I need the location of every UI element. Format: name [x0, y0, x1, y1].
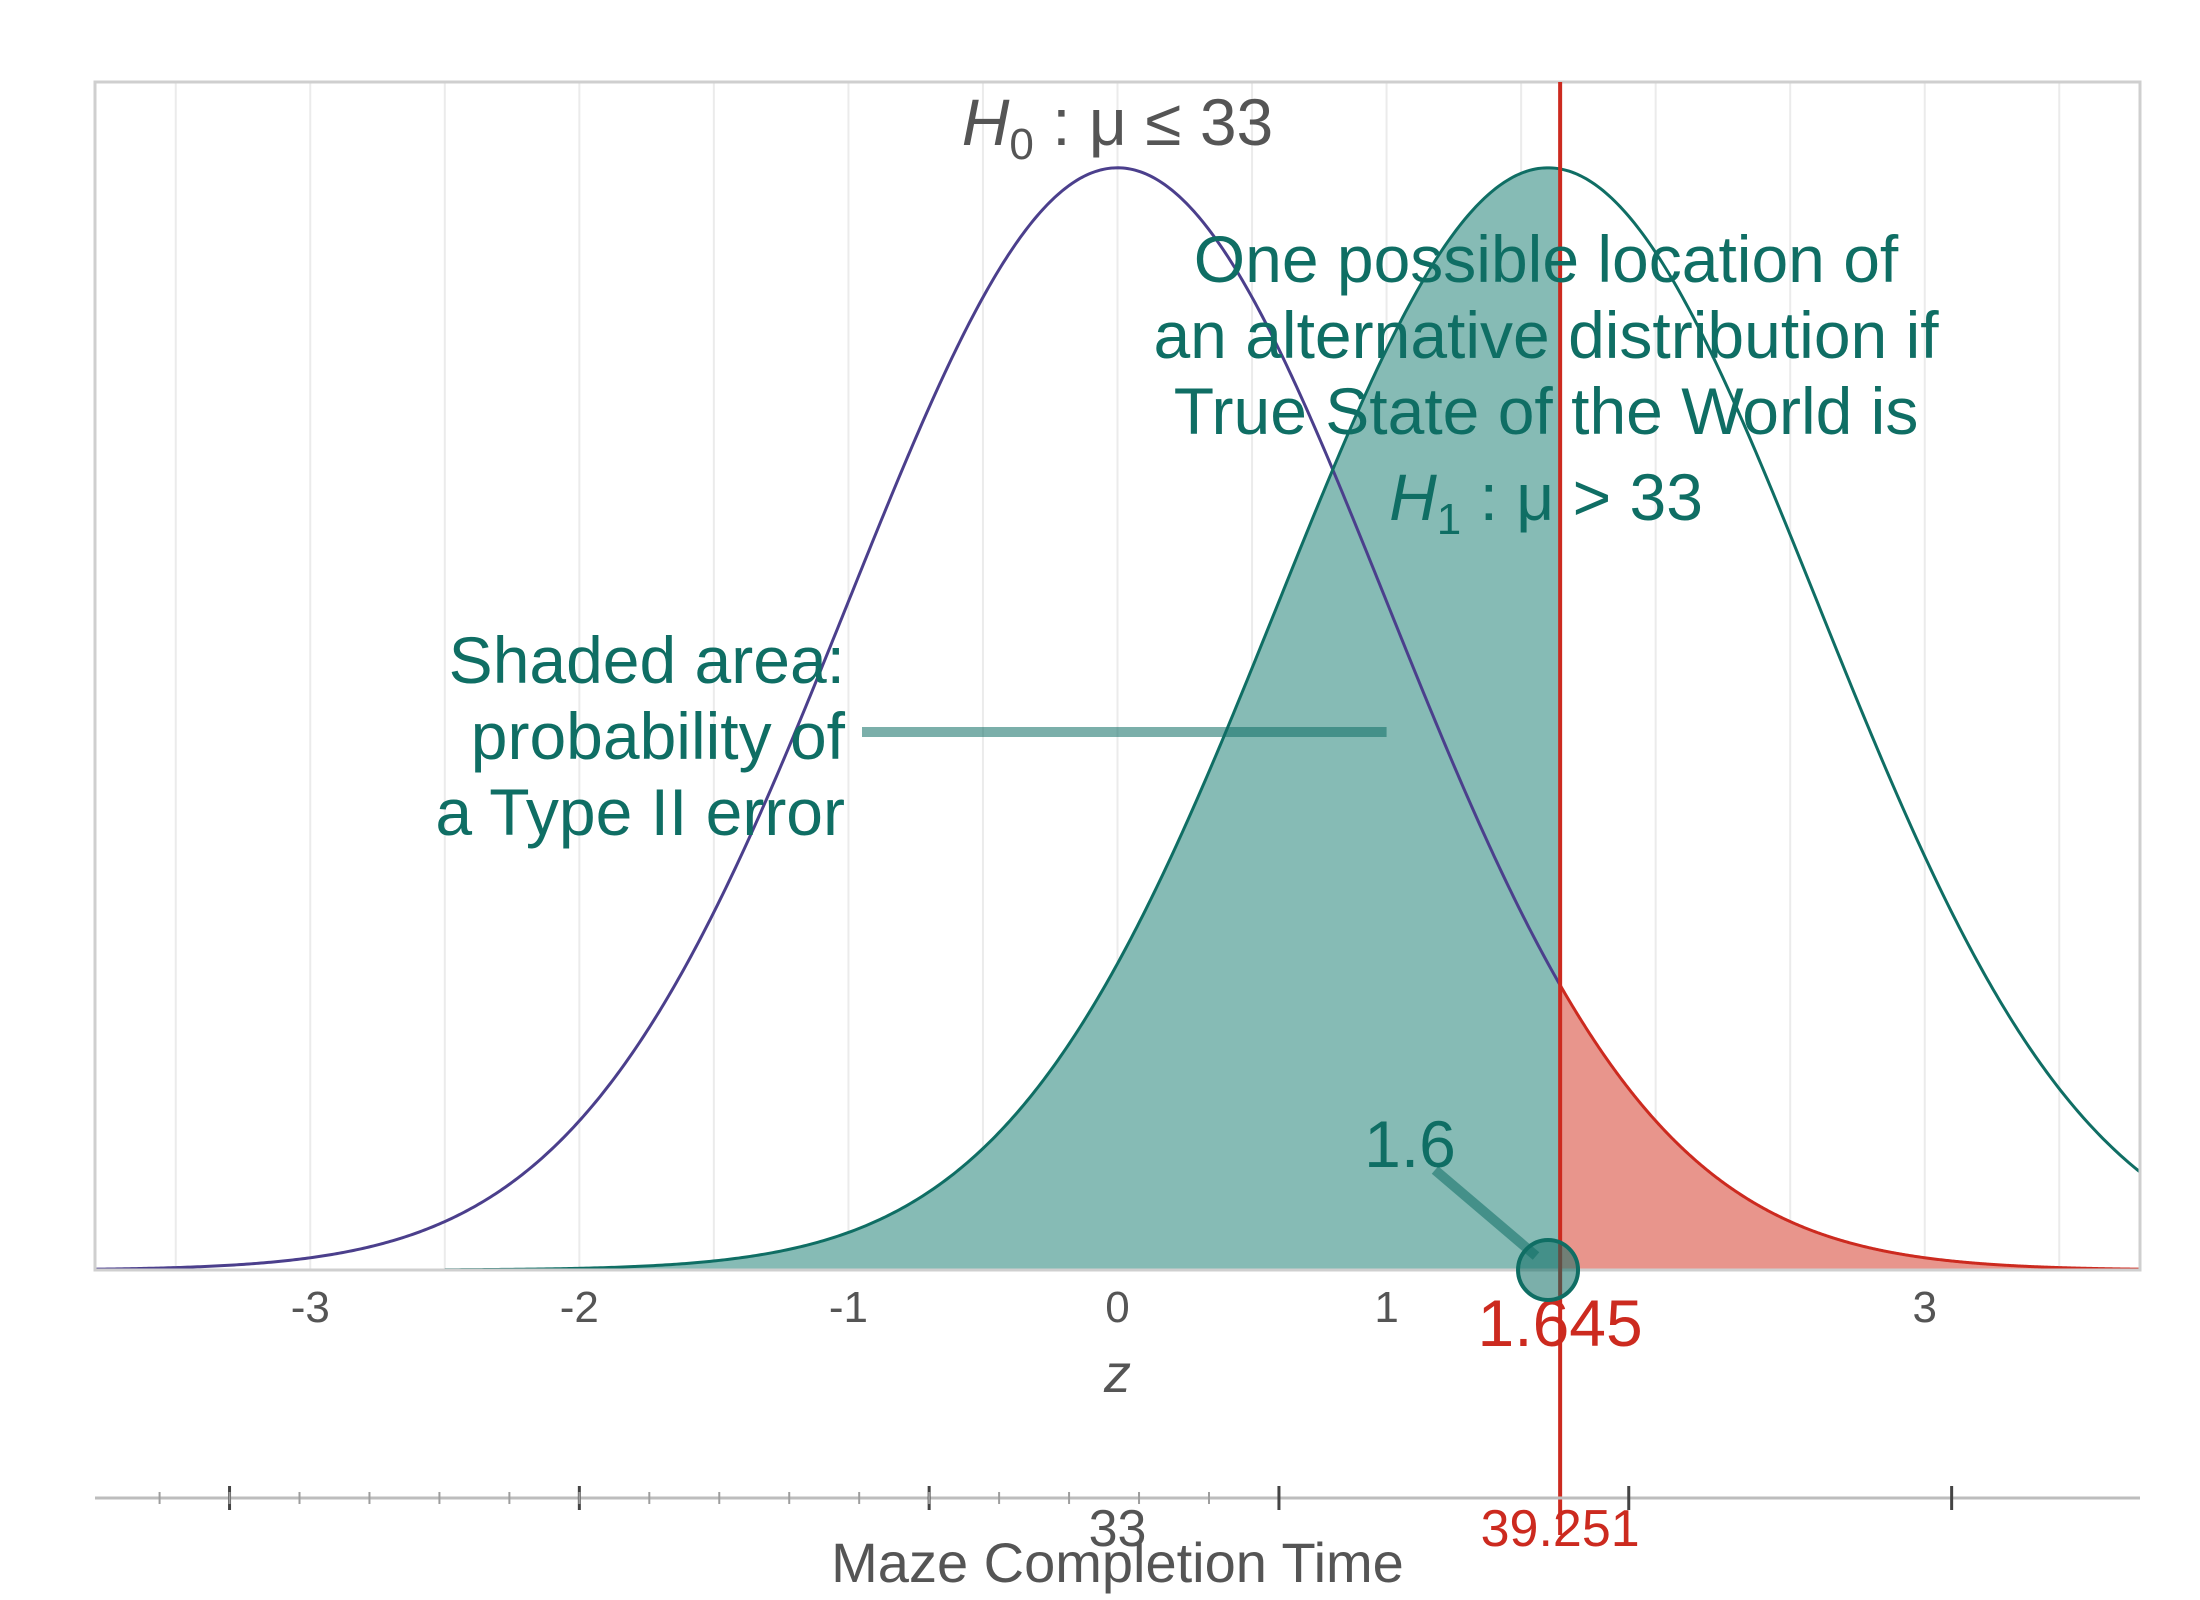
- shaded-annotation-line-1: Shaded area:: [449, 623, 845, 697]
- z-tick-label: -2: [560, 1283, 599, 1332]
- z-tick-label: 0: [1105, 1283, 1129, 1332]
- critical-raw-label: 39.251: [1481, 1500, 1640, 1558]
- alternative-mean-pointer: [1431, 1166, 1540, 1260]
- plot-frame: [93, 80, 2142, 1272]
- alt-annotation-line-2: an alternative distribution if: [1153, 298, 1939, 372]
- null-distribution-curve: [94, 166, 1562, 1271]
- alt-annotation-line-1: One possible location of: [1194, 222, 1899, 296]
- type-ii-error-annotation: Shaded area: probability of a Type II er…: [435, 623, 1387, 849]
- h0-prefix: H: [962, 85, 1010, 159]
- z-axis-label: z: [1103, 1344, 1131, 1404]
- h1-sub: 1: [1437, 495, 1461, 544]
- h0-sub: 0: [1009, 120, 1033, 169]
- type-ii-error-area: [95, 167, 1561, 1270]
- alternative-hypothesis-label: H1 : μ > 33: [1389, 460, 1703, 544]
- alternative-mean-annotation: 1.6: [1364, 1107, 1581, 1302]
- h0-rel: : μ ≤: [1034, 85, 1200, 159]
- null-hypothesis-label: H0 : μ ≤ 33: [962, 85, 1274, 169]
- shaded-areas: [95, 167, 2140, 1270]
- rejection-region-curve: [1558, 984, 2141, 1271]
- shaded-annotation-line-3: a Type II error: [435, 775, 845, 849]
- z-tick-label: 3: [1912, 1283, 1936, 1332]
- z-tick-label: 1: [1374, 1283, 1398, 1332]
- z-tick-label: -1: [829, 1283, 868, 1332]
- maze-time-axis-label: Maze Completion Time: [831, 1531, 1404, 1594]
- alternative-distribution-curve: [444, 166, 2141, 1272]
- maze-time-axis: [95, 1486, 2140, 1510]
- alternative-mean-marker: [1516, 1238, 1581, 1302]
- shaded-annotation-line-2: probability of: [471, 699, 846, 773]
- h1-rel: : μ >: [1461, 460, 1629, 534]
- alternative-hypothesis-annotation: One possible location of an alternative …: [1153, 222, 1939, 544]
- z-tick-label: -3: [291, 1283, 330, 1332]
- null-value-label: 33: [1089, 1500, 1147, 1558]
- rejection-region-area: [1560, 985, 2140, 1270]
- h0-value: 33: [1200, 85, 1273, 159]
- z-axis-ticks: -3 -2 -1 0 1 3: [291, 1283, 1937, 1332]
- alternative-mean-label: 1.6: [1364, 1107, 1456, 1181]
- density-curves: [94, 166, 2141, 1272]
- alt-annotation-line-3: True State of the World is: [1174, 374, 1919, 448]
- h1-value: 33: [1630, 460, 1703, 534]
- h1-prefix: H: [1389, 460, 1437, 534]
